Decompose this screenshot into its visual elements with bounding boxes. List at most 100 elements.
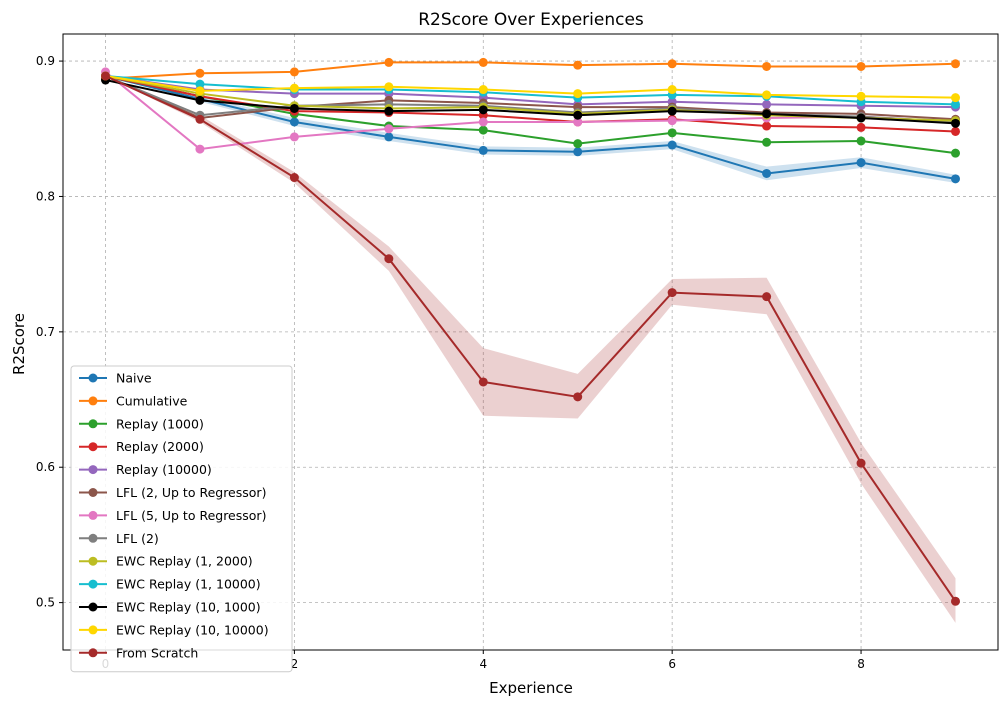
legend-label: Replay (1000) <box>116 416 204 431</box>
legend-box <box>70 365 293 673</box>
x-tick-label: 6 <box>668 657 676 671</box>
legend-label: Replay (10000) <box>116 462 212 477</box>
legend-item: LFL (2) <box>79 531 159 546</box>
legend-label: Cumulative <box>116 393 188 408</box>
data-point <box>478 145 488 155</box>
legend-item: Replay (2000) <box>79 439 204 454</box>
data-point <box>195 114 205 124</box>
data-point <box>762 168 772 178</box>
x-tick-label: 8 <box>857 657 865 671</box>
axis-ticks: 024680.50.60.70.80.9 <box>36 54 865 671</box>
data-point <box>384 124 394 134</box>
legend-swatch-marker <box>88 373 98 383</box>
data-point <box>762 292 772 302</box>
data-point <box>951 99 960 109</box>
series-line <box>105 75 957 602</box>
data-point <box>478 125 488 135</box>
data-point <box>762 137 772 147</box>
legend-item: Cumulative <box>79 393 188 408</box>
legend-label: LFL (2) <box>116 531 159 546</box>
data-point <box>195 86 205 96</box>
legend-label: Naive <box>116 371 152 386</box>
data-point <box>667 116 677 126</box>
data-point <box>289 132 299 142</box>
x-tick-label: 4 <box>479 657 487 671</box>
data-point <box>667 288 677 298</box>
data-point <box>856 458 866 468</box>
data-point <box>289 83 299 93</box>
data-point <box>667 85 677 95</box>
data-point <box>951 596 960 606</box>
data-point <box>478 57 488 67</box>
legend-swatch-marker <box>88 556 98 566</box>
data-point <box>951 126 960 136</box>
data-point <box>762 121 772 131</box>
data-point <box>951 118 960 128</box>
x-tick-label: 2 <box>291 657 299 671</box>
data-point <box>856 61 866 71</box>
legend-swatch-marker <box>88 648 98 658</box>
legend-item: EWC Replay (10, 1000) <box>79 600 261 615</box>
legend-swatch-marker <box>88 442 98 452</box>
series-line <box>105 61 956 80</box>
data-point <box>667 140 677 150</box>
legend-label: EWC Replay (10, 1000) <box>116 600 261 615</box>
data-point <box>384 254 394 264</box>
data-point <box>478 85 488 95</box>
series-line <box>105 74 956 109</box>
legend-item: LFL (5, Up to Regressor) <box>79 508 266 523</box>
series-lines <box>101 57 960 606</box>
y-tick-label: 0.5 <box>36 596 55 610</box>
data-point <box>856 113 866 123</box>
data-point <box>384 132 394 142</box>
data-point <box>289 117 299 127</box>
data-point <box>573 60 583 70</box>
data-point <box>762 61 772 71</box>
data-point <box>573 147 583 157</box>
data-point <box>289 67 299 77</box>
data-point <box>951 174 960 184</box>
y-tick-label: 0.7 <box>36 325 55 339</box>
legend-item: EWC Replay (10, 10000) <box>79 622 269 637</box>
data-point <box>289 103 299 113</box>
legend-label: LFL (5, Up to Regressor) <box>116 508 266 523</box>
series-cumulative <box>101 57 960 84</box>
data-point <box>289 173 299 183</box>
data-point <box>951 148 960 158</box>
data-point <box>856 122 866 132</box>
series-line <box>105 74 956 99</box>
data-point <box>478 377 488 387</box>
chart-title: R2Score Over Experiences <box>418 10 644 30</box>
data-point <box>856 136 866 146</box>
legend-item: EWC Replay (1, 10000) <box>79 577 261 592</box>
data-point <box>667 59 677 69</box>
data-point <box>101 71 110 81</box>
series-line <box>105 74 956 106</box>
data-point <box>384 57 394 67</box>
data-point <box>195 68 205 78</box>
legend-item: Replay (10000) <box>79 462 212 477</box>
legend-label: From Scratch <box>116 645 198 660</box>
legend-label: Replay (2000) <box>116 439 204 454</box>
data-point <box>195 144 205 154</box>
data-point <box>667 128 677 138</box>
data-point <box>478 117 488 127</box>
legend-item: EWC Replay (1, 2000) <box>79 554 253 569</box>
legend-label: EWC Replay (10, 10000) <box>116 622 269 637</box>
data-point <box>951 59 960 69</box>
series-ewc-replay-10-1000 <box>101 75 960 128</box>
legend-label: LFL (2, Up to Regressor) <box>116 485 266 500</box>
legend-label: EWC Replay (1, 2000) <box>116 554 253 569</box>
data-point <box>951 93 960 103</box>
data-point <box>762 90 772 100</box>
legend-swatch-marker <box>88 488 98 497</box>
data-point <box>195 79 205 89</box>
legend-swatch-marker <box>88 465 98 475</box>
y-tick-label: 0.6 <box>36 460 55 474</box>
legend-swatch-marker <box>88 396 98 406</box>
data-point <box>762 109 772 119</box>
legend: Naive Cumulative Replay (1000) Replay (2000… <box>70 365 293 673</box>
series-line <box>105 79 956 125</box>
legend-item: From Scratch <box>79 645 198 660</box>
